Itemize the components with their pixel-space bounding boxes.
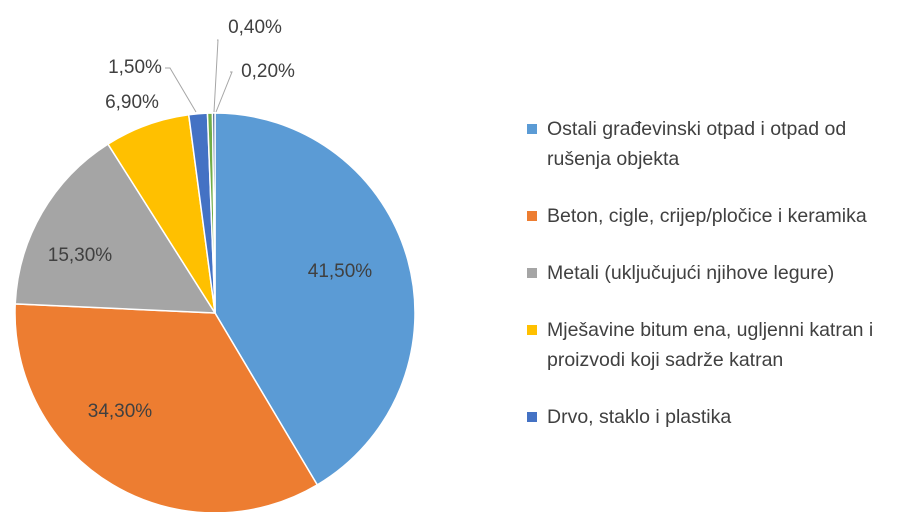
legend-swatch xyxy=(527,211,537,221)
pie-slice xyxy=(14,303,319,512)
pie-slice xyxy=(214,112,416,486)
data-label: 0,20% xyxy=(241,61,295,82)
data-label: 6,90% xyxy=(105,92,159,113)
legend-label: Drvo, staklo i plastika xyxy=(547,406,732,428)
data-label: 41,50% xyxy=(308,261,373,282)
legend-swatch xyxy=(527,412,537,422)
legend-item: Ostali građevinski otpad i otpad od ruše… xyxy=(527,114,899,174)
data-label: 1,50% xyxy=(108,57,162,78)
legend-swatch xyxy=(527,124,537,134)
legend-item: Metali (uključujući njihove legure) xyxy=(527,258,899,288)
data-label: 15,30% xyxy=(48,245,113,266)
legend-swatch xyxy=(527,268,537,278)
legend-item: Drvo, staklo i plastika xyxy=(527,402,899,432)
legend-item: Beton, cigle, crijep/pločice i keramika xyxy=(527,201,899,231)
pie-slice xyxy=(14,143,217,314)
data-label: 0,40% xyxy=(228,17,282,38)
pie-slice xyxy=(211,112,216,314)
legend-label: Ostali građevinski otpad i otpad od ruše… xyxy=(547,118,847,170)
legend-label: Mješavine bitum ena, ugljenni katran i p… xyxy=(547,319,874,371)
legend-label: Beton, cigle, crijep/pločice i keramika xyxy=(547,205,867,227)
legend-swatch xyxy=(527,325,537,335)
legend-item: Mješavine bitum ena, ugljenni katran i p… xyxy=(527,315,899,375)
leader-line xyxy=(215,71,233,113)
leader-line xyxy=(213,39,219,113)
legend-label: Metali (uključujući njihove legure) xyxy=(547,262,835,284)
leader-line xyxy=(165,67,197,113)
legend: Ostali građevinski otpad i otpad od ruše… xyxy=(527,114,899,432)
data-label: 34,30% xyxy=(88,401,153,422)
